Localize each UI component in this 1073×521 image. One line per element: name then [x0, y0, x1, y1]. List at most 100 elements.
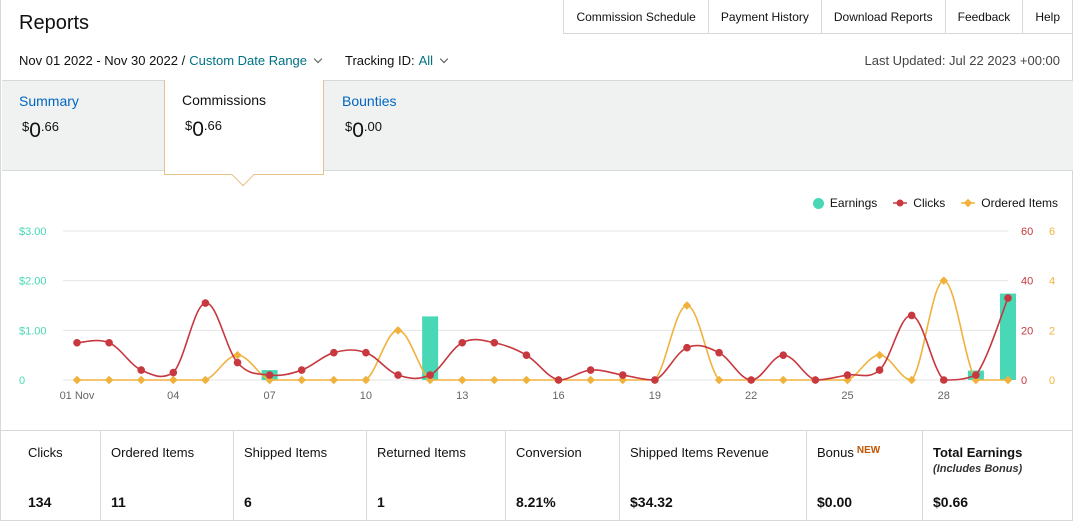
payment-history-link[interactable]: Payment History: [709, 0, 822, 34]
x-axis-tick: 07: [263, 390, 275, 402]
stat-value: 11: [111, 494, 126, 510]
stat-ordered-items: Ordered Items 11: [101, 431, 234, 521]
earnings-axis-tick: $1.00: [19, 325, 47, 337]
clicks-point: [394, 371, 402, 379]
clicks-axis-tick: 0: [1021, 375, 1027, 387]
commission-schedule-link[interactable]: Commission Schedule: [564, 0, 709, 34]
stat-shipped-items: Shipped Items 6: [234, 431, 367, 521]
clicks-point: [73, 338, 81, 347]
chevron-down-icon[interactable]: [439, 54, 449, 64]
summary-tabs: Summary $0.66 Commissions $0.66 Bounties…: [2, 80, 1073, 187]
clicks-point: [651, 376, 659, 384]
ordered-axis-tick: 0: [1049, 375, 1055, 387]
last-updated: Last Updated: Jul 22 2023 +00:00: [864, 53, 1060, 68]
stat-value: $0.00: [817, 494, 853, 510]
clicks-point: [137, 366, 146, 374]
ordered-items-point: [169, 375, 178, 385]
tab-label: Bounties: [342, 93, 397, 109]
stat-value: 8.21%: [516, 494, 556, 510]
ordered-items-point: [297, 375, 306, 385]
clicks-point: [683, 343, 691, 352]
ordered-items-point: [233, 350, 242, 360]
currency-symbol: $: [185, 118, 193, 133]
legend-clicks[interactable]: Clicks: [893, 196, 945, 210]
ordered-items-point: [72, 375, 82, 385]
clicks-point: [907, 311, 916, 320]
clicks-axis-tick: 20: [1021, 325, 1033, 337]
earnings-axis-tick: 0: [19, 375, 25, 387]
x-axis-tick: 22: [745, 390, 757, 402]
tracking-id-filter[interactable]: Tracking ID: All: [345, 53, 449, 68]
ordered-items-point: [329, 375, 339, 385]
download-reports-link[interactable]: Download Reports: [822, 0, 946, 34]
feedback-link[interactable]: Feedback: [946, 0, 1024, 34]
amount-dec: .00: [363, 119, 382, 134]
stat-value: $0.66: [933, 494, 969, 510]
legend-label: Earnings: [829, 196, 878, 210]
x-axis-tick: 16: [552, 390, 564, 402]
clicks-point: [201, 299, 210, 307]
legend-earnings[interactable]: Earnings: [812, 196, 878, 210]
stat-label: Returned Items: [377, 445, 466, 460]
clicks-point: [811, 376, 820, 384]
x-axis-tick: 04: [167, 390, 179, 402]
x-axis-tick: 28: [938, 390, 950, 402]
tab-amount: $0.66: [185, 118, 222, 142]
stat-label: Bonus NEW: [817, 445, 880, 460]
clicks-axis-tick: 60: [1021, 226, 1033, 238]
ordered-items-point: [104, 375, 114, 385]
ordered-axis-tick: 4: [1049, 276, 1055, 288]
ordered-items-point: [1003, 375, 1013, 385]
x-axis-tick: 25: [841, 390, 853, 402]
clicks-point: [490, 338, 499, 347]
amount-dec: .66: [203, 118, 222, 133]
tab-bounties[interactable]: Bounties $0.00: [325, 81, 485, 171]
clicks-point: [522, 351, 531, 359]
top-nav: Commission Schedule Payment History Down…: [563, 0, 1072, 34]
ordered-items-point: [490, 375, 499, 385]
bonus-label: Bonus: [817, 445, 854, 460]
earnings-bar: [422, 316, 439, 380]
clicks-point: [169, 368, 178, 377]
page-title: Reports: [19, 12, 90, 34]
clicks-point: [586, 366, 595, 374]
clicks-point: [105, 338, 113, 347]
filter-bar: Nov 01 2022 - Nov 30 2022 / Custom Date …: [19, 53, 449, 68]
ordered-items-point: [779, 375, 788, 385]
date-range-dropdown[interactable]: Custom Date Range: [189, 53, 308, 68]
amount-int: 0: [29, 119, 41, 142]
earnings-chart: Earnings Clicks Ordered Items $3.00 $2.00…: [1, 172, 1073, 430]
ordered-items-point: [361, 375, 371, 385]
amount-int: 0: [192, 118, 204, 141]
stat-total-earnings: Total Earnings (Includes Bonus) $0.66: [923, 431, 1073, 521]
ordered-axis-tick: 6: [1049, 226, 1055, 238]
clicks-point: [458, 338, 467, 347]
earnings-swatch-icon: [812, 197, 824, 209]
legend-ordered-items[interactable]: Ordered Items: [961, 196, 1058, 210]
stat-sublabel: (Includes Bonus): [933, 463, 1023, 475]
clicks-axis-tick: 40: [1021, 276, 1033, 288]
stat-bonus: Bonus NEW $0.00: [807, 431, 923, 521]
ordered-items-point: [393, 326, 403, 335]
stat-conversion: Conversion 8.21%: [506, 431, 620, 521]
ordered-items-point: [136, 375, 146, 385]
chevron-down-icon[interactable]: [313, 54, 323, 64]
stat-label: Ordered Items: [111, 445, 195, 460]
ordered-axis-tick: 2: [1049, 325, 1055, 337]
help-link[interactable]: Help: [1035, 10, 1060, 24]
clicks-swatch-icon: [893, 198, 908, 208]
new-badge: NEW: [856, 445, 881, 456]
tracking-id-value[interactable]: All: [418, 53, 434, 68]
tab-summary[interactable]: Summary $0.66: [2, 81, 162, 171]
x-axis-tick: 13: [456, 390, 468, 402]
earnings-bar: [1000, 293, 1016, 380]
clicks-point: [843, 371, 852, 379]
currency-symbol: $: [345, 119, 353, 134]
tab-amount: $0.66: [22, 119, 59, 143]
clicks-point: [747, 376, 755, 384]
tab-commissions[interactable]: Commissions $0.66: [164, 80, 324, 187]
x-axis-tick: 01 Nov: [60, 390, 95, 402]
ordered-items-point: [682, 301, 692, 310]
clicks-point: [265, 371, 274, 379]
